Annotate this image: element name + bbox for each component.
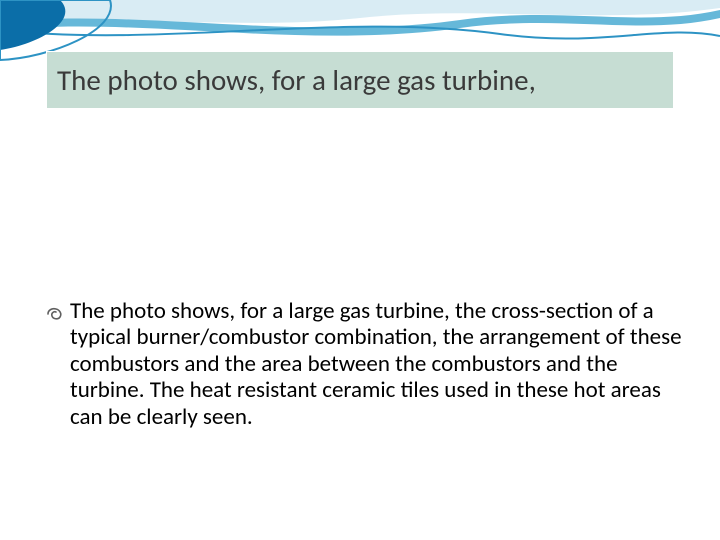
slide-title: The photo shows, for a large gas turbine… xyxy=(57,62,536,98)
title-box: The photo shows, for a large gas turbine… xyxy=(46,51,674,109)
body-paragraph: The photo shows, for a large gas turbine… xyxy=(70,298,686,430)
bullet-item: The photo shows, for a large gas turbine… xyxy=(46,298,686,430)
slide-container: The photo shows, for a large gas turbine… xyxy=(0,0,720,540)
body-area: The photo shows, for a large gas turbine… xyxy=(46,298,686,430)
swirl-bullet-icon xyxy=(46,306,66,322)
